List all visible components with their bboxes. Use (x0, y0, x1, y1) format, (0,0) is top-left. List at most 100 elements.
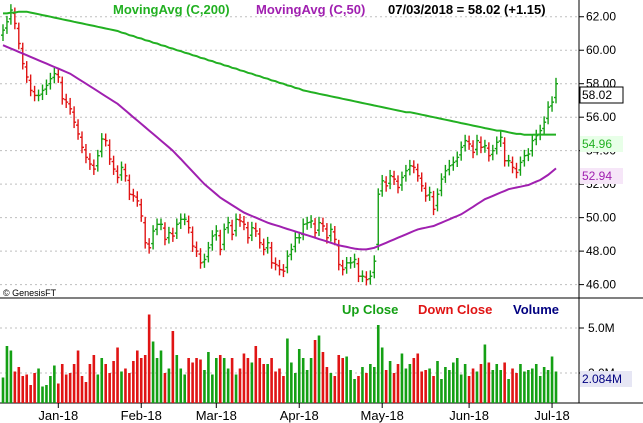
volume-bar (246, 358, 250, 403)
ohlc-bar (182, 213, 187, 226)
ohlc-bar (12, 7, 17, 30)
volume-bar (404, 368, 408, 403)
volume-bar (226, 368, 230, 403)
ohlc-bar (494, 136, 499, 155)
ma50-legend: MovingAvg (C,50) (256, 2, 365, 17)
volume-bar (151, 341, 155, 403)
volume-bar (88, 364, 92, 403)
volume-bar (183, 374, 186, 403)
ohlc-bar (399, 171, 404, 191)
ohlc-bar (403, 164, 408, 182)
volume-bar (41, 386, 44, 403)
volume-grid (0, 327, 579, 374)
ohlc-bar (222, 223, 227, 251)
ma50-badge-text: 52.94 (582, 169, 612, 183)
volume-bar (132, 361, 135, 403)
volume-bar (191, 362, 194, 403)
ohlc-bar (324, 223, 329, 244)
volume-bars (1, 314, 558, 403)
volume-bar (440, 379, 443, 403)
ohlc-bar (151, 225, 156, 250)
volume-bar (72, 364, 76, 403)
ohlc-bar (305, 216, 310, 230)
volume-bar (542, 367, 546, 403)
ohlc-bar (467, 135, 472, 150)
volume-bar (523, 371, 526, 403)
ohlc-bar (415, 163, 420, 182)
volume-bar (222, 358, 226, 403)
volume-bar (49, 376, 52, 403)
ohlc-bar (68, 97, 73, 115)
volume-bar (203, 370, 206, 403)
ohlc-bar (107, 139, 112, 165)
price-tick-label: 62.00 (586, 10, 616, 24)
ohlc-bar (384, 176, 389, 192)
volume-bar (369, 364, 372, 403)
ohlc-bar (24, 61, 29, 83)
ohlc-bar (526, 148, 531, 162)
volume-bar (538, 376, 542, 403)
ma50-badge: 52.94 (580, 168, 623, 184)
volume-bar (242, 353, 246, 403)
volume-bar (467, 376, 471, 403)
volume-bar (84, 382, 88, 403)
volume-bar (436, 361, 439, 403)
volume-bar (341, 358, 344, 403)
ma50-badge-box (580, 168, 623, 184)
ohlc-bar (16, 22, 21, 50)
ohlc-bar (48, 72, 53, 90)
ohlc-bar (289, 243, 294, 261)
ohlc-bar (80, 131, 84, 154)
volume-bar (175, 355, 179, 403)
volume-bar (96, 374, 100, 403)
ohlc-bar (411, 160, 416, 174)
volume-bar (487, 362, 491, 403)
ohlc-bar (269, 241, 274, 269)
ohlc-bar (344, 256, 349, 274)
ohlc-bar (392, 170, 397, 185)
volume-bar (45, 385, 48, 403)
volume-bar (463, 364, 467, 403)
ma200-line (3, 10, 556, 136)
ohlc-bar (1, 24, 5, 42)
volume-bar (250, 362, 254, 403)
volume-bar (388, 361, 392, 403)
volume-bar (357, 376, 360, 403)
volume-bar (515, 373, 518, 403)
volume-bar (211, 374, 214, 403)
volume-bar (491, 370, 495, 403)
volume-bar (179, 368, 183, 403)
volume-bar (136, 350, 139, 403)
volume-bar (68, 373, 72, 403)
ohlc-bar (111, 155, 116, 175)
month-label: Jul-18 (534, 408, 569, 423)
volume-bar (80, 376, 84, 403)
volume-tick-label: 5.0M (588, 321, 615, 335)
ohlc-bar (301, 218, 306, 241)
volume-bar (373, 367, 376, 403)
volume-bar (274, 371, 277, 403)
ohlc-bar (95, 149, 100, 172)
volume-bar (116, 347, 119, 403)
volume-bar (108, 373, 111, 403)
ohlc-bar (198, 248, 203, 269)
volume-badge-box (580, 371, 632, 387)
down-close-legend: Down Close (418, 302, 492, 317)
ohlc-bar (463, 134, 468, 152)
volume-bar (282, 376, 285, 403)
volume-bar (325, 367, 329, 403)
ohlc-bar (174, 218, 179, 239)
volume-bar (254, 346, 258, 403)
ohlc-bar (127, 174, 132, 201)
volume-bar (452, 362, 455, 403)
ohlc-bar (293, 231, 298, 253)
ohlc-bar (451, 156, 456, 171)
ohlc-bar (510, 156, 515, 174)
ohlc-bar (186, 215, 191, 234)
ohlc-bar (478, 136, 483, 154)
volume-bar (230, 358, 234, 403)
volume-bar (258, 358, 262, 403)
ohlc-bar (155, 218, 160, 236)
ohlc-bar (297, 231, 302, 244)
ohlc-bar (162, 222, 167, 246)
